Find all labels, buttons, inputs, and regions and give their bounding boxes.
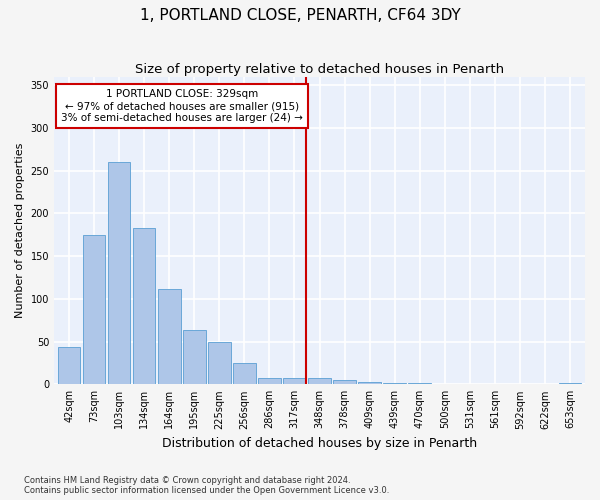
Bar [383,382,406,384]
Bar [183,330,206,384]
Bar [283,378,306,384]
Bar [233,363,256,384]
Bar [308,378,331,384]
X-axis label: Distribution of detached houses by size in Penarth: Distribution of detached houses by size … [162,437,477,450]
Title: Size of property relative to detached houses in Penarth: Size of property relative to detached ho… [135,62,504,76]
Bar [208,342,230,384]
Bar [559,382,581,384]
Bar [258,378,281,384]
Bar [333,380,356,384]
Text: 1 PORTLAND CLOSE: 329sqm
← 97% of detached houses are smaller (915)
3% of semi-d: 1 PORTLAND CLOSE: 329sqm ← 97% of detach… [61,90,303,122]
Y-axis label: Number of detached properties: Number of detached properties [15,143,25,318]
Bar [108,162,130,384]
Bar [133,228,155,384]
Text: 1, PORTLAND CLOSE, PENARTH, CF64 3DY: 1, PORTLAND CLOSE, PENARTH, CF64 3DY [140,8,460,22]
Bar [358,382,381,384]
Bar [83,235,106,384]
Text: Contains HM Land Registry data © Crown copyright and database right 2024.
Contai: Contains HM Land Registry data © Crown c… [24,476,389,495]
Bar [58,346,80,385]
Bar [158,288,181,384]
